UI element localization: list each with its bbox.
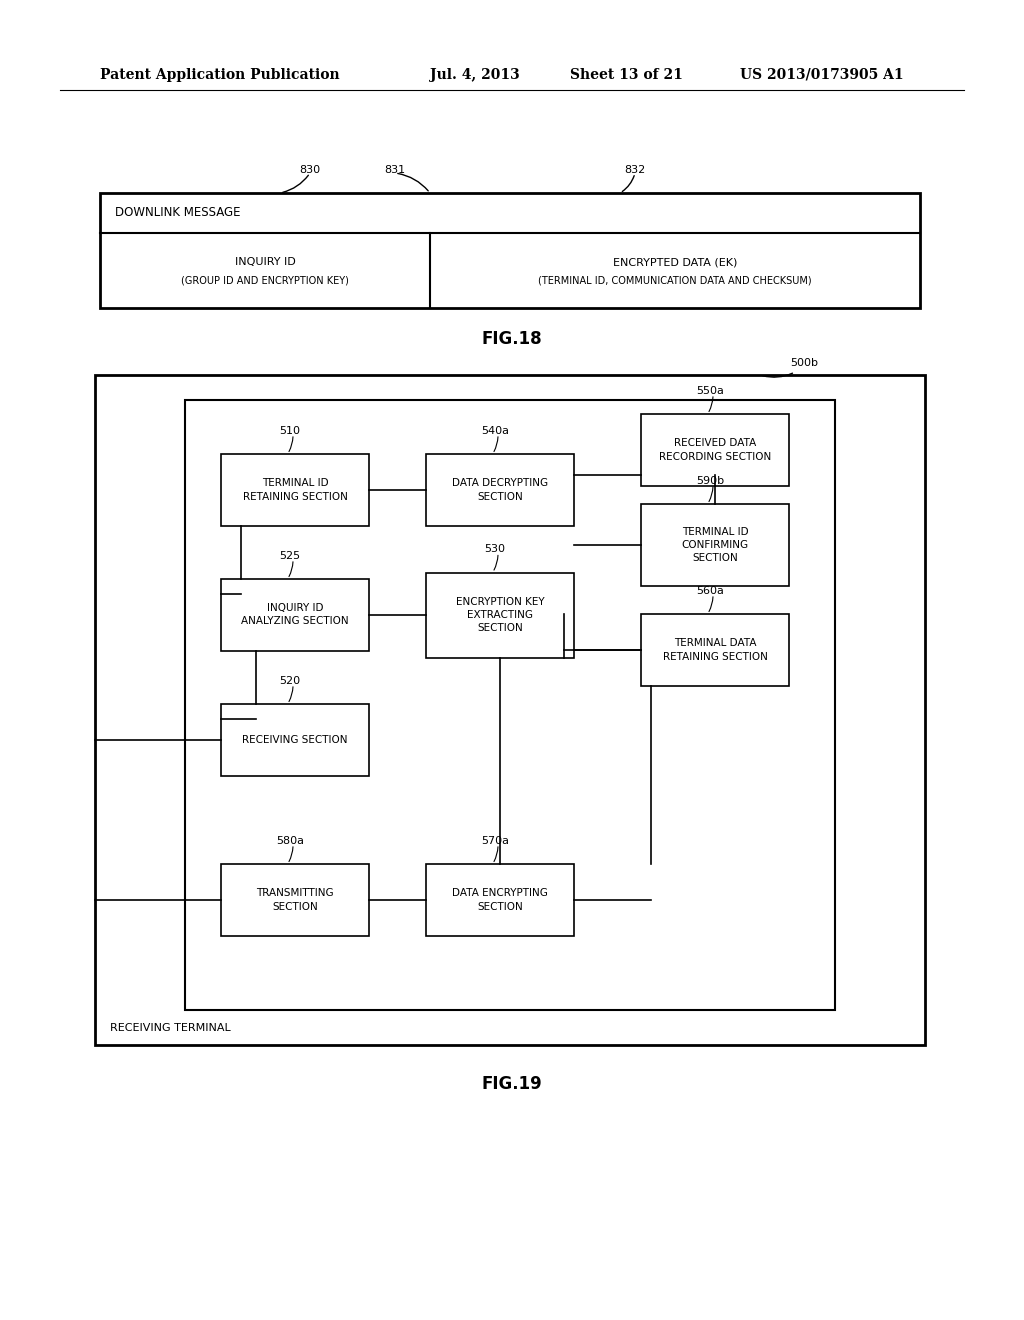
Text: 580a: 580a [276,836,304,846]
Text: (TERMINAL ID, COMMUNICATION DATA AND CHECKSUM): (TERMINAL ID, COMMUNICATION DATA AND CHE… [539,276,812,285]
Text: DATA DECRYPTING: DATA DECRYPTING [452,479,548,488]
Text: DATA ENCRYPTING: DATA ENCRYPTING [452,888,548,899]
Text: (GROUP ID AND ENCRYPTION KEY): (GROUP ID AND ENCRYPTION KEY) [181,276,349,285]
Text: TERMINAL DATA: TERMINAL DATA [674,639,757,648]
Bar [221,454,369,525]
Text: Sheet 13 of 21: Sheet 13 of 21 [570,69,683,82]
Text: SECTION: SECTION [477,491,523,502]
Text: US 2013/0173905 A1: US 2013/0173905 A1 [740,69,903,82]
Text: 560a: 560a [696,586,724,597]
Text: FIG.19: FIG.19 [481,1074,543,1093]
Bar [221,704,369,776]
Bar [426,573,574,657]
Text: EXTRACTING: EXTRACTING [467,610,534,620]
Text: TRANSMITTING: TRANSMITTING [256,888,334,899]
Text: CONFIRMING: CONFIRMING [681,540,749,550]
Text: RECEIVING SECTION: RECEIVING SECTION [243,735,348,744]
Text: 520: 520 [280,676,301,686]
Text: 570a: 570a [481,836,509,846]
Text: 510: 510 [280,426,300,436]
Text: RECEIVED DATA: RECEIVED DATA [674,438,756,449]
Text: TERMINAL ID: TERMINAL ID [262,479,329,488]
Bar [641,414,790,486]
Text: Jul. 4, 2013: Jul. 4, 2013 [430,69,520,82]
Text: 590b: 590b [696,477,724,486]
Text: FIG.18: FIG.18 [481,330,543,348]
Bar [426,865,574,936]
Text: RETAINING SECTION: RETAINING SECTION [663,652,767,661]
Bar [221,865,369,936]
Text: RETAINING SECTION: RETAINING SECTION [243,491,347,502]
Text: ENCRYPTED DATA (EK): ENCRYPTED DATA (EK) [612,257,737,268]
Bar [426,454,574,525]
Text: 540a: 540a [481,426,509,436]
Text: SECTION: SECTION [272,902,317,912]
Bar [100,193,920,308]
Text: SECTION: SECTION [477,902,523,912]
Text: ANALYZING SECTION: ANALYZING SECTION [242,616,349,627]
Text: DOWNLINK MESSAGE: DOWNLINK MESSAGE [115,206,241,219]
Bar [221,579,369,651]
Text: INQUIRY ID: INQUIRY ID [266,603,324,614]
Bar [95,375,925,1045]
Text: 530: 530 [484,544,506,554]
Bar [641,614,790,686]
Text: TERMINAL ID: TERMINAL ID [682,527,749,537]
Bar [641,504,790,586]
Text: 500b: 500b [790,358,818,368]
Text: SECTION: SECTION [477,623,523,634]
Text: 525: 525 [280,550,301,561]
Text: Patent Application Publication: Patent Application Publication [100,69,340,82]
Text: 830: 830 [299,165,321,176]
Text: SECTION: SECTION [692,553,738,564]
Text: 550a: 550a [696,385,724,396]
Text: RECORDING SECTION: RECORDING SECTION [658,451,771,462]
Text: 832: 832 [625,165,645,176]
Text: 831: 831 [384,165,406,176]
Text: INQUIRY ID: INQUIRY ID [234,257,295,268]
Text: ENCRYPTION KEY: ENCRYPTION KEY [456,597,545,607]
Bar [185,400,835,1010]
Text: RECEIVING TERMINAL: RECEIVING TERMINAL [110,1023,230,1034]
